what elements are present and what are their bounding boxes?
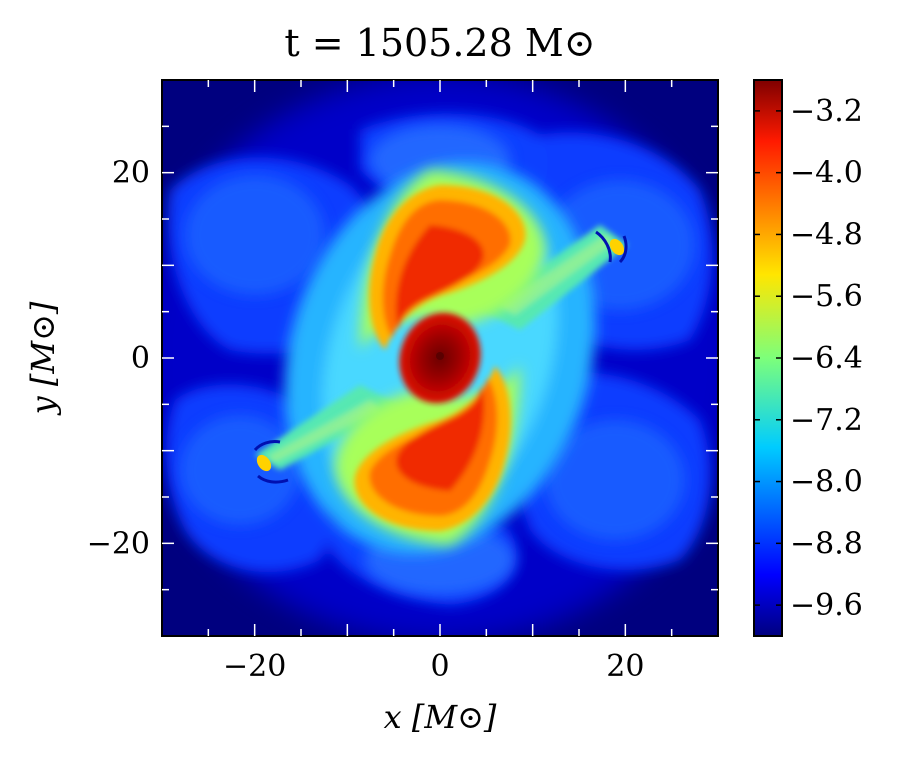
x-tick-label: 0 bbox=[430, 649, 449, 684]
x-tick-label: 20 bbox=[606, 649, 644, 684]
colorbar-tick-label: −3.2 bbox=[790, 94, 863, 129]
colorbar-tick-label: −7.2 bbox=[790, 403, 863, 438]
heatmap-plot-area: −20 0 20 −20 0 20 bbox=[87, 79, 719, 684]
colorbar-tick-label: −6.4 bbox=[790, 341, 863, 376]
tidal-tails bbox=[255, 225, 628, 470]
colorbar-tick-label: −9.6 bbox=[790, 588, 863, 623]
y-axis-label: y [M⊙] bbox=[24, 301, 62, 416]
colorbar-ticks: −3.2 −4.0 −4.8 −5.6 −6.4 −7.2 −8.0 −8.8 −9.6 bbox=[754, 94, 863, 623]
axis-ticks: −20 0 20 −20 0 20 bbox=[87, 80, 718, 684]
y-tick-label: −20 bbox=[87, 526, 150, 561]
colorbar-tick-label: −4.0 bbox=[790, 156, 863, 191]
colorbar-tick-label: −5.6 bbox=[790, 279, 863, 314]
colorbar-tick-label: −8.8 bbox=[790, 526, 863, 561]
tail-end-spots bbox=[253, 230, 628, 484]
x-axis-label: x [M⊙] bbox=[384, 698, 497, 736]
colorbar-tick-label: −8.0 bbox=[790, 465, 863, 500]
central-core bbox=[399, 312, 481, 404]
x-tick-label: −20 bbox=[223, 649, 286, 684]
tail-end-upper-right bbox=[609, 238, 625, 256]
tail-end-lower-left bbox=[256, 454, 272, 472]
y-tick-label: 0 bbox=[131, 341, 150, 376]
colorbar: −3.2 −4.0 −4.8 −5.6 −6.4 −7.2 −8.0 −8.8 −9.6 bbox=[753, 79, 863, 637]
spiral-arms bbox=[354, 185, 526, 531]
y-tick-label: 20 bbox=[112, 156, 150, 191]
colorbar-tick-label: −4.8 bbox=[790, 217, 863, 252]
chart-title: t = 1505.28 M⊙ bbox=[284, 21, 595, 65]
density-field bbox=[162, 80, 718, 636]
